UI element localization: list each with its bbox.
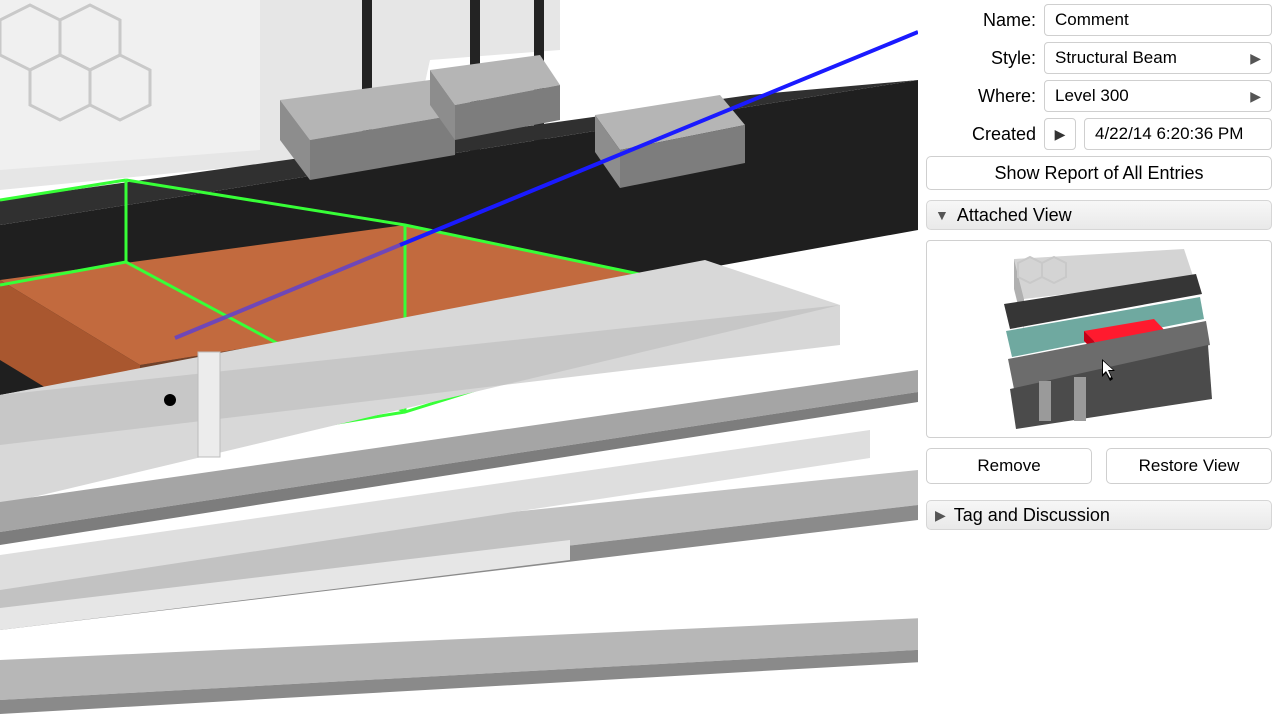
name-value: Comment [1055, 5, 1129, 35]
chevron-right-icon: ▶ [935, 507, 946, 524]
play-button[interactable]: ▶ [1044, 118, 1076, 150]
where-dropdown[interactable]: Level 300 ▶ [1044, 80, 1272, 112]
label-where: Where: [926, 86, 1036, 107]
section-title: Tag and Discussion [954, 505, 1110, 526]
row-created: Created ▶ 4/22/14 6:20:36 PM [926, 118, 1272, 150]
model-viewport[interactable] [0, 0, 918, 720]
style-dropdown[interactable]: Structural Beam ▶ [1044, 42, 1272, 74]
section-attached-view[interactable]: ▼ Attached View [926, 200, 1272, 230]
label-name: Name: [926, 10, 1036, 31]
chevron-right-icon: ▶ [1250, 43, 1261, 73]
viewport-svg [0, 0, 918, 720]
remove-button[interactable]: Remove [926, 448, 1092, 484]
row-name: Name: Comment [926, 4, 1272, 36]
created-field[interactable]: 4/22/14 6:20:36 PM [1084, 118, 1272, 150]
section-title: Attached View [957, 205, 1072, 226]
name-field[interactable]: Comment [1044, 4, 1272, 36]
row-style: Style: Structural Beam ▶ [926, 42, 1272, 74]
properties-panel: Name: Comment Style: Structural Beam ▶ W… [918, 0, 1280, 720]
created-value: 4/22/14 6:20:36 PM [1095, 119, 1243, 149]
thumbnail-svg [984, 249, 1214, 429]
label-created: Created [926, 124, 1036, 145]
style-value: Structural Beam [1055, 43, 1177, 73]
attached-view-thumbnail[interactable] [926, 240, 1272, 438]
where-value: Level 300 [1055, 81, 1129, 111]
thumbnail-button-row: Remove Restore View [926, 448, 1272, 484]
chevron-down-icon: ▼ [935, 207, 949, 223]
row-where: Where: Level 300 ▶ [926, 80, 1272, 112]
section-tag-discussion[interactable]: ▶ Tag and Discussion [926, 500, 1272, 530]
restore-view-button[interactable]: Restore View [1106, 448, 1272, 484]
chevron-right-icon: ▶ [1250, 81, 1261, 111]
label-style: Style: [926, 48, 1036, 69]
show-report-button[interactable]: Show Report of All Entries [926, 156, 1272, 190]
